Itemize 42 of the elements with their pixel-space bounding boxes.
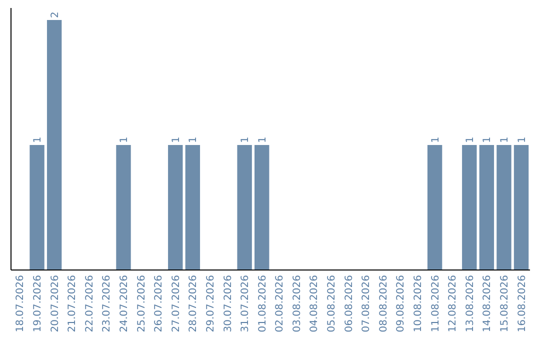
x-tick-label: 27.07.2026: [170, 275, 182, 332]
x-tick-label: 28.07.2026: [188, 275, 200, 332]
x-tick-label: 11.08.2026: [430, 275, 442, 332]
x-tick-label: 12.08.2026: [448, 275, 459, 332]
x-tick-label: 15.08.2026: [499, 275, 510, 332]
x-tick-label: 10.08.2026: [413, 275, 424, 332]
x-tick-label: 31.07.2026: [240, 275, 252, 332]
x-tick-label: 29.07.2026: [205, 275, 216, 332]
data-label: 1: [240, 136, 252, 143]
x-tick-label: 13.08.2026: [464, 275, 476, 332]
data-label: 1: [499, 136, 510, 143]
x-tick-label: 04.08.2026: [309, 275, 320, 332]
x-tick-label: 09.08.2026: [396, 275, 407, 332]
x-tick-label: 22.07.2026: [84, 275, 96, 332]
x-tick-label: 20.07.2026: [50, 275, 61, 332]
data-label: 1: [119, 136, 130, 143]
data-label: 1: [170, 136, 182, 143]
x-tick-label: 23.07.2026: [102, 275, 113, 332]
x-tick-label: 19.07.2026: [32, 275, 44, 332]
data-label: 1: [430, 136, 442, 143]
x-tick-label: 07.08.2026: [361, 275, 372, 332]
x-tick-label: 14.08.2026: [482, 275, 494, 332]
x-tick-label: 08.08.2026: [378, 275, 390, 332]
data-label: 1: [464, 136, 476, 143]
x-tick-label: 30.07.2026: [222, 275, 234, 332]
data-label: 1: [482, 136, 494, 143]
data-label: 1: [188, 136, 200, 143]
x-tick-label: 02.08.2026: [274, 275, 286, 332]
x-tick-label: 21.07.2026: [67, 275, 78, 332]
x-tick-label: 03.08.2026: [292, 275, 303, 332]
data-label: 2: [50, 12, 61, 18]
x-tick-label: 16.08.2026: [516, 275, 528, 332]
x-tick-label: 01.08.2026: [257, 275, 268, 332]
data-label: 1: [32, 136, 44, 143]
data-label: 1: [257, 136, 268, 143]
x-tick-label: 06.08.2026: [344, 275, 355, 332]
x-tick-label: 18.07.2026: [15, 275, 26, 332]
x-tick-label: 05.08.2026: [326, 275, 338, 332]
x-tick-label: 25.07.2026: [136, 275, 148, 332]
x-tick-label: 24.07.2026: [119, 275, 130, 332]
x-tick-label: 26.07.2026: [154, 275, 165, 332]
data-label: 1: [516, 136, 528, 143]
